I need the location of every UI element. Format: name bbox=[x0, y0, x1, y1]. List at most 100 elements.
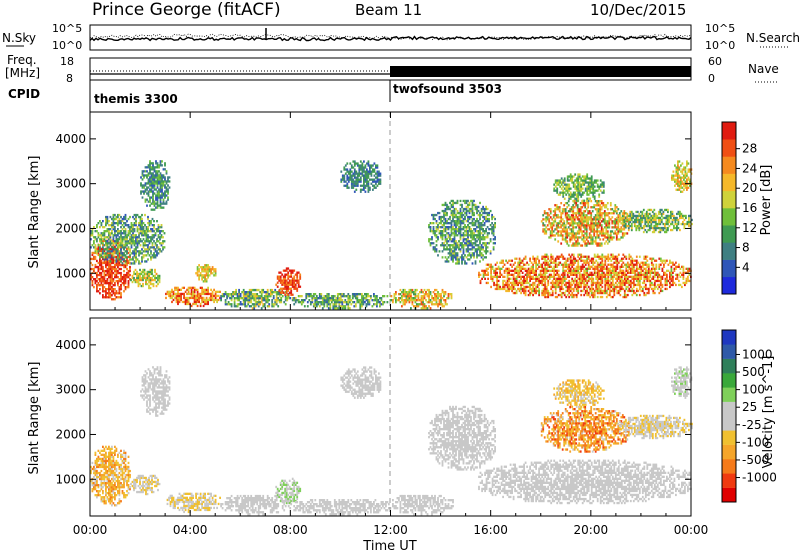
velocity-colorbar-cell-10 bbox=[722, 344, 736, 359]
power-ytick-label-0: 1000 bbox=[55, 266, 86, 280]
cpid-segment-1: themis 3300 bbox=[94, 92, 178, 106]
power-colorbar-tick-label-1: 8 bbox=[742, 241, 750, 255]
velocity-echo-region-0 bbox=[90, 445, 131, 507]
x-axis-label: Time UT bbox=[362, 539, 416, 554]
power-colorbar-cell-4 bbox=[722, 208, 736, 226]
power-echo-region-8 bbox=[291, 293, 392, 310]
frequency-panel: Freq. [MHz] 18 8 Nave 60 0 bbox=[5, 53, 779, 85]
cpid-label: CPID bbox=[8, 87, 40, 101]
noise-search-trace bbox=[89, 33, 692, 41]
beam-label: Beam 11 bbox=[355, 1, 422, 19]
velocity-echo-region-4 bbox=[220, 494, 292, 516]
velocity-echo-region-6 bbox=[290, 499, 392, 516]
power-echo-region-14 bbox=[553, 173, 605, 202]
velocity-colorbar-tick-label-4: -25 bbox=[742, 418, 762, 432]
power-colorbar-tick-label-0: 4 bbox=[742, 260, 750, 274]
velocity-echo-region-12 bbox=[553, 379, 605, 408]
velocity-echo-region-10 bbox=[478, 459, 692, 505]
velocity-echo-region-2 bbox=[140, 366, 171, 417]
velocity-echo-region-9 bbox=[428, 405, 496, 471]
noise-right-label: N.Search bbox=[746, 31, 800, 45]
velocity-colorbar-tick-label-5: -100 bbox=[742, 435, 769, 449]
power-echo-region-1 bbox=[130, 268, 161, 290]
power-ytick-label-1: 2000 bbox=[55, 221, 86, 235]
velocity-ytick-label-2: 3000 bbox=[55, 383, 86, 397]
velocity-xtick-label-5: 20:00 bbox=[574, 523, 609, 537]
power-colorbar-tick-label-3: 16 bbox=[742, 201, 757, 215]
velocity-echo-region-13 bbox=[617, 414, 693, 440]
velocity-xtick-label-0: 00:00 bbox=[73, 523, 108, 537]
nave-tick-bottom: 0 bbox=[708, 72, 715, 85]
velocity-colorbar-label: Velocity [m s^-1] bbox=[761, 356, 776, 469]
power-colorbar-cell-6 bbox=[722, 173, 736, 192]
noise-left-tick-bottom: 10^0 bbox=[52, 39, 82, 52]
power-echo-region-10 bbox=[390, 288, 453, 310]
power-colorbar-cell-0 bbox=[722, 276, 736, 295]
velocity-colorbar-cell-6 bbox=[722, 401, 736, 417]
nave-tick-top: 60 bbox=[708, 55, 722, 68]
velocity-ytick-label-0: 1000 bbox=[55, 472, 86, 486]
noise-sky-trace bbox=[89, 35, 692, 42]
noise-right-tick-top: 10^5 bbox=[705, 22, 735, 35]
velocity-colorbar-tick-label-3: 25 bbox=[742, 400, 757, 414]
velocity-colorbar: 1000 500 100 25 -25 -100 -500 -1000 bbox=[721, 329, 777, 503]
velocity-y-axis-label: Slant Range [km] bbox=[27, 362, 42, 475]
power-echo-region-4 bbox=[165, 286, 221, 308]
power-echo-region-11 bbox=[428, 199, 496, 265]
velocity-colorbar-cell-0 bbox=[722, 487, 736, 503]
velocity-colorbar-tick-label-2: 100 bbox=[742, 383, 765, 397]
velocity-echo-region-8 bbox=[392, 494, 454, 516]
freq-tick-top: 18 bbox=[60, 55, 74, 68]
velocity-colorbar-cell-11 bbox=[722, 330, 736, 345]
velocity-panel: 1000 2000 3000 4000 00:00 04:00 08:00 12:00 16:0… bbox=[27, 317, 777, 537]
power-echo-region-12 bbox=[478, 253, 692, 299]
velocity-echo-region-5 bbox=[275, 477, 302, 505]
velocity-xtick-label-4: 16:00 bbox=[473, 523, 508, 537]
plot-title: Prince George (fitACF) bbox=[92, 0, 281, 20]
velocity-xtick-label-3: 12:00 bbox=[373, 523, 408, 537]
power-colorbar-cell-8 bbox=[722, 139, 736, 157]
cpid-strip: CPID themis 3300 twofsound 3503 bbox=[8, 80, 502, 112]
freq-nave-block-twofsound bbox=[390, 66, 691, 77]
noise-left-label: N.Sky bbox=[2, 31, 36, 45]
velocity-data-layer bbox=[90, 366, 693, 516]
power-colorbar-tick-label-6: 28 bbox=[742, 142, 757, 156]
velocity-colorbar-frame bbox=[721, 329, 737, 503]
velocity-colorbar-tick-label-6: -500 bbox=[742, 453, 769, 467]
velocity-echo-region-3 bbox=[166, 492, 221, 514]
power-colorbar-tick-label-2: 12 bbox=[742, 221, 757, 235]
velocity-colorbar-cell-2 bbox=[722, 459, 736, 474]
freq-label-line1: Freq. bbox=[7, 53, 37, 67]
velocity-ytick-label-3: 4000 bbox=[55, 338, 86, 352]
power-colorbar-cell-9 bbox=[722, 122, 736, 140]
freq-label-line2: [MHz] bbox=[5, 66, 40, 80]
noise-panel: N.Sky 10^5 10^0 N.Search 10^5 10^0 bbox=[2, 22, 800, 52]
velocity-colorbar-tick-label-1: 500 bbox=[742, 365, 765, 379]
power-echo-region-9 bbox=[340, 160, 382, 193]
velocity-colorbar-cell-4 bbox=[722, 430, 736, 445]
velocity-colorbar-cell-8 bbox=[722, 373, 736, 388]
noise-left-tick-top: 10^5 bbox=[52, 22, 82, 35]
velocity-colorbar-tick-label-0: 1000 bbox=[742, 347, 773, 361]
velocity-ytick-label-1: 2000 bbox=[55, 427, 86, 441]
power-echo-region-6 bbox=[220, 288, 292, 310]
cpid-segment-2: twofsound 3503 bbox=[393, 82, 502, 96]
velocity-echo-region-1 bbox=[130, 474, 161, 496]
power-colorbar-cell-5 bbox=[722, 190, 736, 209]
power-ytick-label-3: 4000 bbox=[55, 132, 86, 146]
power-colorbar-cell-3 bbox=[722, 225, 736, 243]
velocity-colorbar-cell-1 bbox=[722, 473, 736, 488]
power-colorbar: 4 8 12 16 20 24 28 bbox=[721, 121, 757, 295]
velocity-xtick-label-6: 00:00 bbox=[674, 523, 709, 537]
velocity-xtick-label-1: 04:00 bbox=[173, 523, 208, 537]
velocity-colorbar-cell-9 bbox=[722, 358, 736, 374]
velocity-xtick-label-2: 08:00 bbox=[273, 523, 308, 537]
power-echo-region-2 bbox=[90, 213, 166, 265]
velocity-colorbar-cell-3 bbox=[722, 444, 736, 460]
velocity-colorbar-tick-label-7: -1000 bbox=[742, 471, 777, 485]
power-y-axis-label: Slant Range [km] bbox=[27, 156, 42, 269]
noise-panel-frame bbox=[89, 24, 692, 51]
power-echo-region-5 bbox=[195, 264, 217, 283]
power-colorbar-tick-label-5: 24 bbox=[742, 161, 757, 175]
power-echo-region-7 bbox=[275, 267, 302, 296]
